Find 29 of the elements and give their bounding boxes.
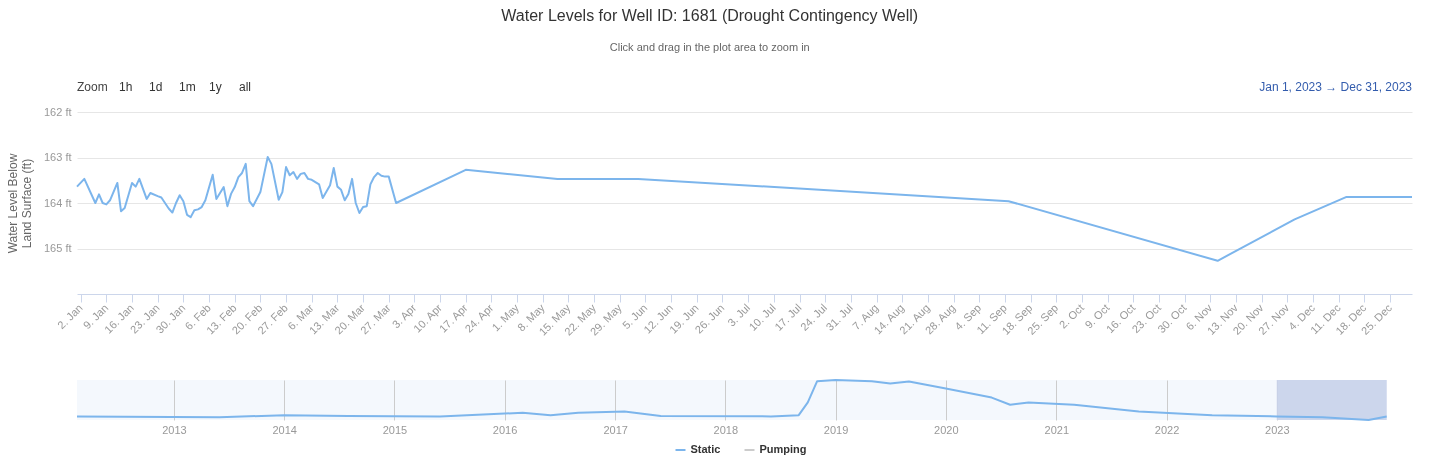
text: 1m: [179, 80, 196, 94]
legend-label: Pumping: [759, 443, 807, 455]
x-tick-label: 2023: [1265, 423, 1290, 436]
text: Zoom: [77, 80, 108, 94]
chart-title: Water Levels for Well ID: 1681 (Drought Contingency Well): [501, 7, 919, 24]
y-axis-title: Water Level Below Land Surface (ft): [5, 153, 34, 254]
text: 1y: [209, 80, 222, 94]
x-tick-label: 2015: [382, 423, 408, 436]
text: all: [239, 80, 252, 94]
y-tick-label: 163 ft: [43, 151, 72, 163]
line-series: [76, 156, 1413, 262]
x-tick-label: 2021: [1044, 423, 1070, 436]
text: 1d: [149, 80, 163, 94]
x-tick-label: 2016: [492, 423, 518, 436]
x-tick-label: 2019: [823, 423, 849, 436]
x-tick-label: 2017: [603, 423, 628, 436]
y-tick-label: 162 ft: [43, 105, 72, 118]
x-tick-label: 2013: [162, 423, 187, 436]
x-tick-label: 2. Jan: [55, 301, 85, 332]
x-tick-label: 2018: [713, 423, 739, 436]
legend-label: Static: [690, 443, 721, 455]
x-tick-label: 2020: [934, 423, 959, 436]
y-tick-label: 164 ft: [43, 196, 72, 209]
x-tick-label: 2014: [272, 423, 297, 436]
text: 1h: [119, 80, 133, 94]
chart-subtitle: Click and drag in the plot area to zoom in: [609, 41, 810, 53]
x-tick-label: 2022: [1154, 423, 1180, 436]
y-tick-label: 165 ft: [43, 242, 72, 254]
text: Jan 1, 2023 → Dec 31, 2023: [1259, 80, 1413, 94]
